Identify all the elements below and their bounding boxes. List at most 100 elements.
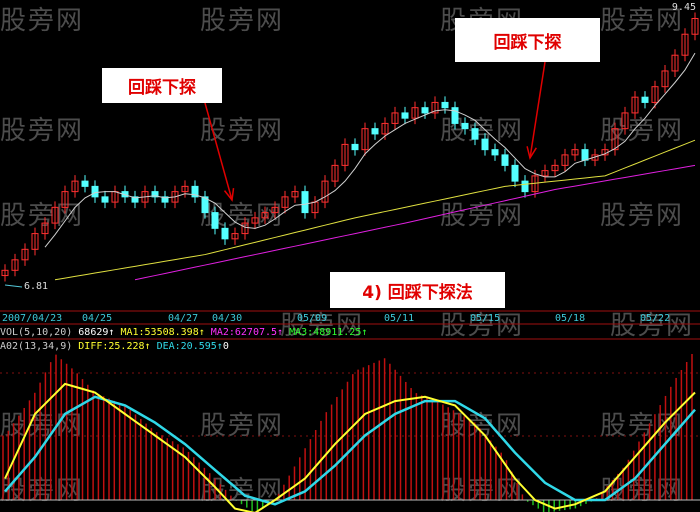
dea-line (4, 395, 696, 506)
candle-up (271, 206, 279, 214)
arrow-up-icon: ↑ (277, 327, 284, 338)
candle-up (361, 128, 369, 151)
candle-up (431, 101, 439, 114)
candle-down (131, 196, 139, 203)
ma2-value: MA2:62707.5 (210, 327, 278, 338)
candle-down (151, 191, 159, 198)
x-tick-label: 04/27 (168, 313, 199, 324)
candle-up (551, 164, 559, 172)
candle-up (71, 180, 79, 193)
candle-up (51, 206, 59, 224)
vol-indicator-row: VOL(5,10,20) 68629↑ MA1:53508.398↑ MA2:6… (0, 327, 367, 339)
candle-down (161, 196, 169, 203)
callout-pullback-2: 回踩下探 (455, 18, 600, 62)
candle-down (401, 112, 409, 119)
ma-line-white (44, 52, 696, 248)
candle-up (611, 128, 619, 151)
candle-down (521, 180, 529, 193)
x-tick-label: 04/25 (82, 313, 113, 324)
candle-up (31, 233, 39, 250)
x-tick-label: 05/11 (384, 313, 415, 324)
price-high-label: 9.45 (671, 2, 696, 13)
candle-up (241, 222, 249, 235)
candle-up (341, 143, 349, 166)
low-pointer (4, 284, 23, 288)
candle-down (371, 128, 379, 135)
candle-up (41, 222, 49, 235)
candle-up (621, 112, 629, 130)
x-tick-label: 2007/04/23 (2, 313, 63, 324)
x-tick-label: 05/18 (555, 313, 586, 324)
candle-down (451, 107, 459, 124)
candle-up (321, 180, 329, 203)
arrow-up-icon: ↑ (108, 327, 115, 338)
candle-down (581, 149, 589, 161)
candle-up (651, 86, 659, 103)
candle-down (201, 196, 209, 214)
candle-up (251, 217, 259, 224)
x-tick-label: 05/22 (640, 313, 671, 324)
candle-down (481, 138, 489, 151)
candle-up (11, 259, 19, 271)
candle-up (61, 191, 69, 208)
candle-down (461, 122, 469, 130)
candle-down (501, 154, 509, 166)
candle-down (351, 143, 359, 151)
candle-up (331, 164, 339, 182)
candle-up (681, 33, 689, 56)
arrow-up-icon: ↑ (361, 327, 368, 338)
callout-pullback-1: 回踩下探 (102, 68, 222, 103)
candle-up (1, 269, 9, 277)
candle-down (511, 164, 519, 182)
candle-down (81, 180, 89, 187)
candle-down (441, 101, 449, 109)
callout-arrow (529, 61, 546, 159)
vol-value: 68629 (78, 327, 109, 338)
candle-up (231, 233, 239, 240)
arrow-up-icon: ↑ (144, 341, 151, 352)
chart-annotation-title: 4) 回踩下探法 (330, 272, 505, 308)
candle-down (421, 107, 429, 114)
candle-down (91, 185, 99, 198)
candle-up (671, 54, 679, 72)
macd-indicator-row: A02(13,34,9) DIFF:25.228↑ DEA:20.595↑0 (0, 341, 229, 353)
diff-line (4, 382, 696, 512)
x-tick-label: 04/30 (212, 313, 243, 324)
candle-up (571, 149, 579, 156)
candle-up (561, 154, 569, 166)
candle-up (381, 122, 389, 135)
arrowhead-icon (526, 146, 537, 160)
price-low-label: 6.81 (24, 281, 49, 292)
candle-up (691, 17, 699, 35)
x-tick-label: 05/09 (297, 313, 328, 324)
arrowhead-icon (223, 188, 235, 202)
x-tick-label: 05/15 (470, 313, 501, 324)
candle-up (261, 212, 269, 219)
ma1-value: MA1:53508.398 (120, 327, 199, 338)
dea-value: DEA:20.595 (156, 341, 217, 352)
candle-up (181, 185, 189, 193)
candle-down (191, 185, 199, 198)
callout-arrow (199, 84, 233, 201)
macd-value: 0 (222, 341, 229, 352)
diff-value: DIFF:25.228 (78, 341, 145, 352)
arrow-up-icon: ↑ (198, 327, 205, 338)
candle-down (211, 212, 219, 229)
ma3-value: MA3:48911.25 (289, 327, 362, 338)
candle-up (21, 248, 29, 261)
candle-down (471, 128, 479, 140)
macd-label: A02(13,34,9) (0, 341, 73, 352)
candle-up (391, 112, 399, 124)
candle-down (301, 191, 309, 214)
candle-up (541, 170, 549, 177)
candle-down (641, 96, 649, 103)
candle-down (491, 149, 499, 156)
candle-up (661, 70, 669, 88)
candle-down (101, 196, 109, 203)
candle-up (631, 96, 639, 114)
ma-line-magenta (134, 164, 696, 281)
ma-line-yellow (54, 139, 696, 281)
candle-up (291, 191, 299, 198)
